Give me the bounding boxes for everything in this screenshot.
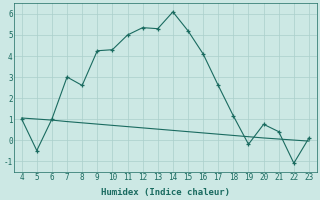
X-axis label: Humidex (Indice chaleur): Humidex (Indice chaleur) [101, 188, 230, 197]
